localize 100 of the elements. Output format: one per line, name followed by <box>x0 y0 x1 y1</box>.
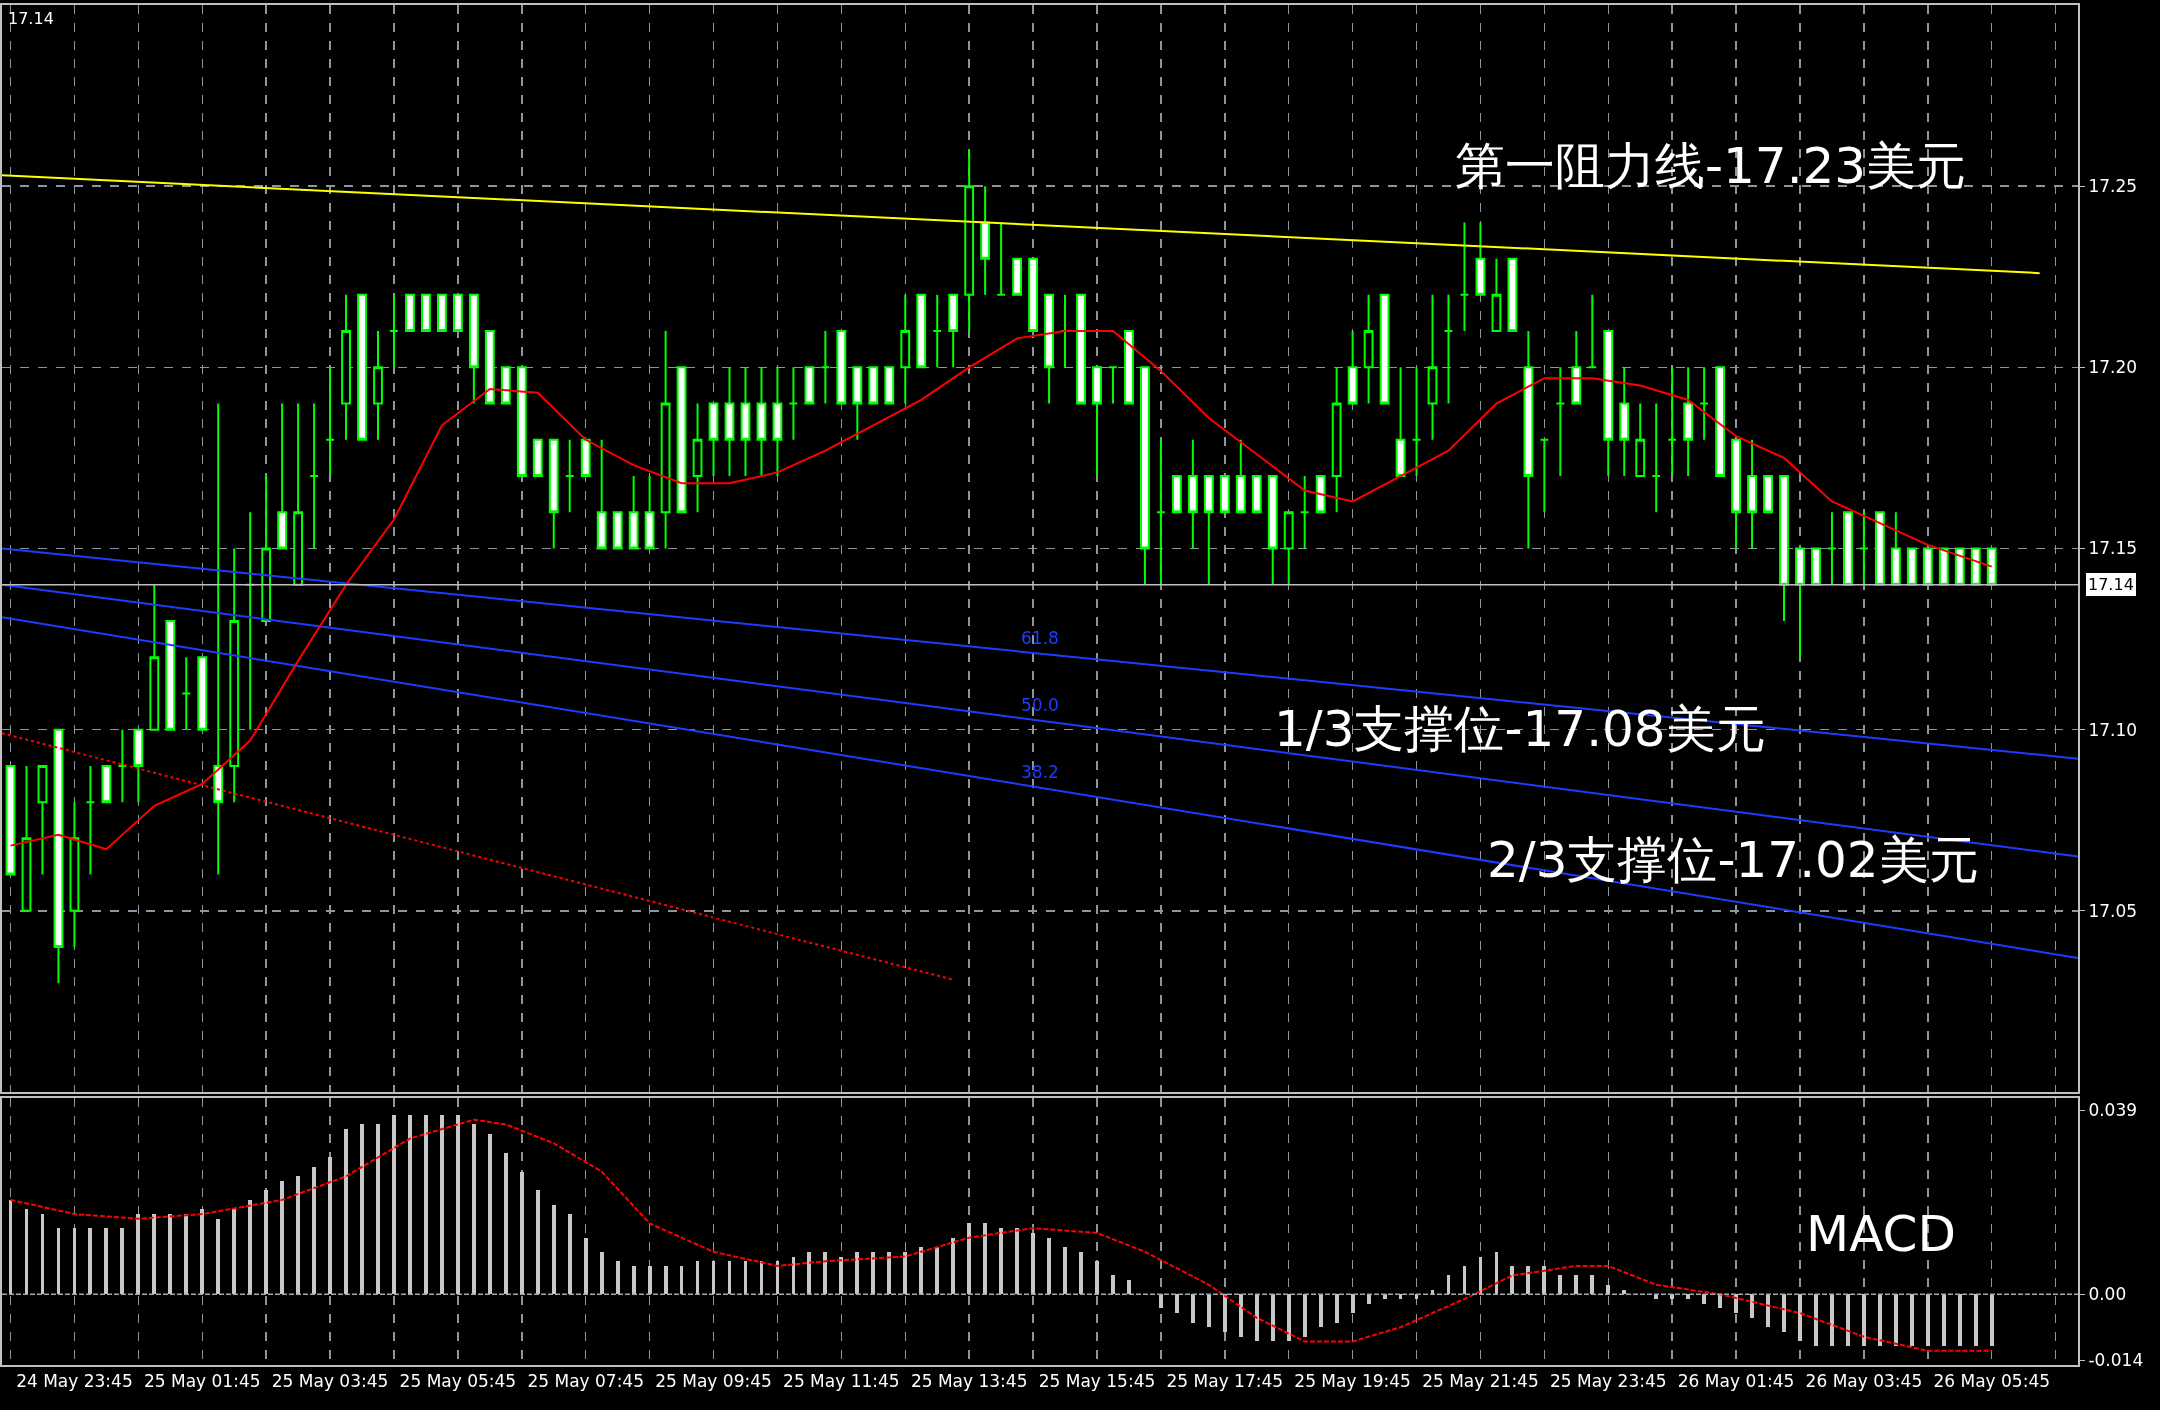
candlestick <box>1938 547 1949 586</box>
y-tick-label: 17.10 <box>2088 719 2138 740</box>
candlestick <box>197 656 208 731</box>
bar <box>871 1251 876 1295</box>
bar <box>551 1204 556 1295</box>
x-tick-label: 25 May 13:45 <box>910 1371 1028 1392</box>
bar <box>599 1251 604 1295</box>
y-tick-label: 17.05 <box>2088 900 2138 921</box>
x-tick-label: 25 May 09:45 <box>655 1371 772 1392</box>
bar <box>424 1114 428 1295</box>
bar <box>1766 1294 1770 1328</box>
bar <box>855 1251 860 1295</box>
candlestick <box>1092 366 1102 478</box>
bar <box>1063 1247 1067 1295</box>
x-tick-label: 24 May 23:45 <box>16 1371 133 1392</box>
candlestick <box>628 475 639 550</box>
x-tick-label: 25 May 03:45 <box>271 1371 389 1392</box>
candlestick <box>1203 475 1214 586</box>
bar <box>1941 1294 1946 1347</box>
candlestick <box>325 366 335 478</box>
bar <box>1079 1251 1083 1295</box>
bar <box>1158 1294 1163 1309</box>
candlestick <box>229 547 240 804</box>
candlestick <box>692 402 703 514</box>
bar <box>807 1251 812 1295</box>
candlestick <box>1235 438 1246 514</box>
candlestick <box>1379 293 1390 405</box>
candlestick <box>37 764 48 876</box>
bar <box>344 1129 348 1295</box>
bar <box>1702 1294 1707 1304</box>
candlestick <box>1779 475 1789 622</box>
annotation: 第一阻力线-17.23美元 <box>1455 137 1967 195</box>
candlestick <box>341 293 351 441</box>
candlestick <box>85 764 96 876</box>
bar <box>503 1152 508 1295</box>
bar <box>360 1124 364 1295</box>
candlestick <box>1427 293 1438 441</box>
bar <box>1015 1228 1020 1295</box>
annotation: MACD <box>1806 1205 1956 1263</box>
bar <box>1909 1294 1914 1347</box>
candlestick <box>1587 293 1598 369</box>
candlestick <box>516 366 527 478</box>
bar <box>1238 1294 1243 1337</box>
bar <box>919 1247 924 1295</box>
bar <box>1846 1294 1850 1347</box>
candlestick <box>421 293 431 333</box>
candlestick <box>69 801 80 949</box>
y-tick-label: 0.039 <box>2088 1100 2138 1121</box>
candlestick <box>1347 330 1358 405</box>
bar <box>1047 1237 1051 1295</box>
bar <box>1526 1265 1531 1295</box>
candlestick <box>1155 438 1166 586</box>
bar <box>1286 1294 1291 1342</box>
candlestick <box>548 438 559 550</box>
candlestick <box>1874 511 1885 586</box>
candlestick <box>1635 402 1646 478</box>
bar <box>1893 1294 1898 1347</box>
bar <box>1750 1294 1754 1318</box>
candlestick <box>5 764 16 876</box>
candlestick <box>213 402 224 876</box>
candlestick <box>1108 366 1118 405</box>
bar <box>1574 1275 1579 1295</box>
candlestick <box>1028 257 1038 333</box>
candlestick <box>932 293 943 369</box>
candlestick <box>836 330 847 405</box>
bar <box>1558 1275 1563 1295</box>
bar <box>583 1237 588 1295</box>
candlestick <box>1906 547 1917 586</box>
bar <box>280 1181 285 1295</box>
ref-line-label: 17.14 <box>2088 575 2134 594</box>
candlestick <box>1747 438 1757 550</box>
candlestick <box>133 728 144 804</box>
bar <box>631 1265 636 1295</box>
bar <box>1814 1294 1818 1347</box>
candlestick <box>1922 547 1933 586</box>
x-tick-label: 25 May 23:45 <box>1549 1371 1667 1392</box>
candlestick <box>804 366 815 405</box>
bar <box>1877 1294 1882 1347</box>
candlestick <box>245 511 256 731</box>
candlestick <box>964 148 975 333</box>
candlestick <box>1443 293 1454 405</box>
bar <box>1111 1275 1115 1295</box>
candlestick <box>1299 475 1310 550</box>
x-tick-label: 25 May 21:45 <box>1422 1371 1539 1392</box>
candlestick <box>1044 293 1054 405</box>
candlestick <box>740 366 751 478</box>
bar <box>1925 1294 1930 1347</box>
bar <box>455 1114 460 1295</box>
candlestick <box>357 293 367 441</box>
candlestick <box>373 330 383 441</box>
bar <box>248 1199 253 1295</box>
bar <box>168 1214 173 1295</box>
bar <box>1302 1294 1307 1337</box>
bar <box>1350 1294 1355 1314</box>
candlestick <box>1683 366 1694 478</box>
candlestick <box>596 438 607 550</box>
bar <box>615 1261 620 1295</box>
bar <box>1861 1294 1866 1347</box>
candlestick <box>1171 475 1182 514</box>
candlestick <box>1843 511 1853 586</box>
